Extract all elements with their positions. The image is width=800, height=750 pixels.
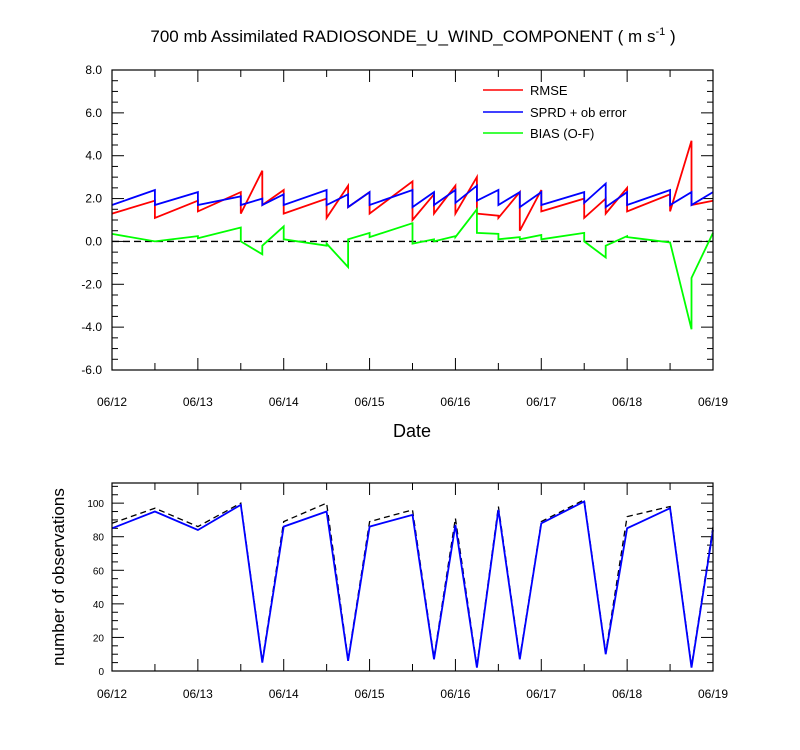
bottom-y-tick-label: 80 <box>93 533 105 544</box>
top-x-tick-label: 06/12 <box>97 395 127 409</box>
top-y-tick-label: 6.0 <box>85 106 102 120</box>
top-y-tick-label: 8.0 <box>85 63 102 77</box>
bottom-x-tick-label: 06/13 <box>183 687 213 701</box>
legend-label-rmse: RMSE <box>530 83 568 98</box>
bottom-y-tick-label: 40 <box>93 600 105 611</box>
bottom-x-tick-label: 06/17 <box>526 687 556 701</box>
top-y-tick-label: 4.0 <box>85 149 102 163</box>
rmse-spread-bias-panel: 8.06.04.02.00.0-2.0-4.0-6.0 06/12 06/13 06… <box>81 63 728 441</box>
top-x-tick-label: 06/16 <box>440 395 470 409</box>
bottom-x-tick-label: 06/15 <box>355 687 385 701</box>
bottom-y-tick-labels: 100 80 60 40 20 0 <box>87 499 104 678</box>
series-line-sprd-ob-error <box>111 181 714 209</box>
bottom-x-tick-label: 06/16 <box>440 687 470 701</box>
bottom-x-tick-labels: 06/12 06/13 06/14 06/15 06/16 06/17 06/18 06/19 <box>97 687 728 701</box>
top-y-tick-labels: 8.0 6.0 4.0 2.0 0.0 -2.0 -4.0 -6.0 <box>81 63 102 377</box>
top-x-tick-label: 06/19 <box>698 395 728 409</box>
y-axis-label-observations: number of observations <box>49 488 68 666</box>
chart-title-superscript: -1 <box>655 26 665 38</box>
bottom-x-tick-label: 06/12 <box>97 687 127 701</box>
legend-label-sprd: SPRD + ob error <box>530 105 627 120</box>
top-x-tick-label: 06/14 <box>269 395 299 409</box>
top-x-tick-labels: 06/12 06/13 06/14 06/15 06/16 06/17 06/18 06/19 <box>97 395 728 409</box>
top-x-tick-label: 06/13 <box>183 395 213 409</box>
top-y-tick-label: -2.0 <box>81 277 102 291</box>
bottom-y-tick-label: 60 <box>93 566 105 577</box>
bottom-plot-frame <box>111 482 714 672</box>
bottom-y-tick-label: 0 <box>98 667 104 678</box>
legend-label-bias: BIAS (O-F) <box>530 126 594 141</box>
bottom-x-tick-label: 06/14 <box>269 687 299 701</box>
chart-title-suffix: ) <box>665 27 675 46</box>
bottom-x-tick-label: 06/18 <box>612 687 642 701</box>
top-x-tick-label: 06/18 <box>612 395 642 409</box>
top-x-tick-label: 06/15 <box>355 395 385 409</box>
bottom-y-tick-label: 20 <box>93 633 105 644</box>
chart-title-main: 700 mb Assimilated RADIOSONDE_U_WIND_COM… <box>150 27 655 46</box>
chart-title: 700 mb Assimilated RADIOSONDE_U_WIND_COM… <box>150 26 675 46</box>
bottom-series-lines <box>111 498 714 668</box>
top-y-tick-label: -4.0 <box>81 320 102 334</box>
bottom-y-tick-label: 100 <box>87 499 104 510</box>
top-series-lines <box>111 140 714 330</box>
observations-line-possible <box>111 498 714 667</box>
top-y-tick-label: 0.0 <box>85 234 102 248</box>
top-y-tick-label: -6.0 <box>81 363 102 377</box>
top-y-tick-label: 2.0 <box>85 192 102 206</box>
series-line-rmse <box>111 140 714 232</box>
top-plot-frame <box>111 69 714 371</box>
observations-line-assimilated <box>111 500 714 668</box>
legend: RMSE SPRD + ob error BIAS (O-F) <box>483 83 627 141</box>
series-line-bias-o-f <box>111 206 714 330</box>
top-x-tick-label: 06/17 <box>526 395 556 409</box>
x-axis-label: Date <box>393 421 431 441</box>
top-axis-ticks <box>111 69 714 371</box>
bottom-x-tick-label: 06/19 <box>698 687 728 701</box>
